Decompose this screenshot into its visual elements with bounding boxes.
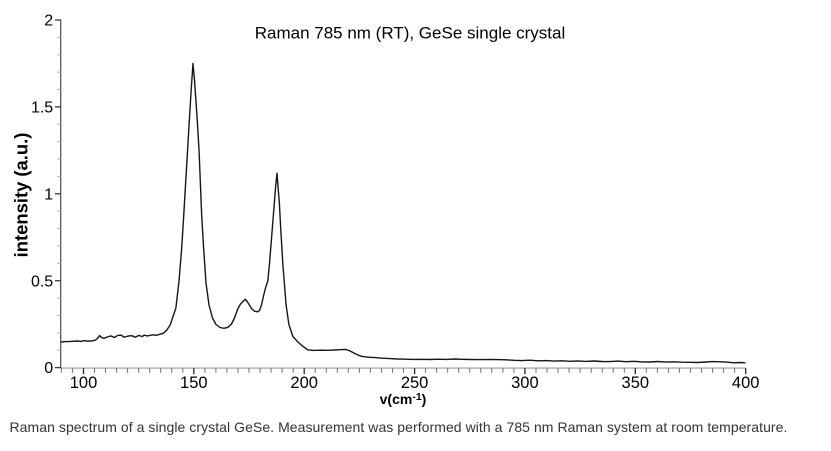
svg-text:100: 100 [70,374,98,392]
svg-text:150: 150 [180,374,208,392]
svg-text:350: 350 [622,374,650,392]
svg-text:Raman spectrum of a single cry: Raman spectrum of a single crystal GeSe.… [10,419,788,435]
svg-text:Raman 785 nm (RT), GeSe single: Raman 785 nm (RT), GeSe single crystal [255,24,566,43]
svg-text:200: 200 [290,374,318,392]
svg-text:1: 1 [44,186,53,203]
svg-text:250: 250 [401,374,429,392]
svg-text:intensity (a.u.): intensity (a.u.) [11,133,32,258]
svg-text:400: 400 [732,374,760,392]
svg-text:300: 300 [511,374,539,392]
svg-text:0.5: 0.5 [31,273,53,290]
svg-text:0: 0 [44,360,53,377]
svg-text:2: 2 [44,13,53,30]
svg-text:1.5: 1.5 [31,100,53,117]
